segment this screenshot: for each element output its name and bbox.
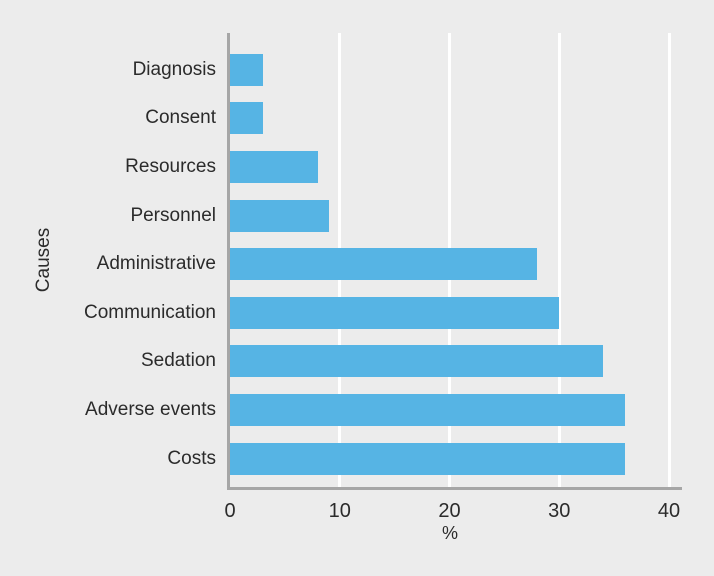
bar-resources [230,150,318,183]
bar-consent [230,102,263,135]
bar-administrative [230,248,538,281]
gridline-40 [667,33,671,487]
x-axis-title: % [441,523,458,543]
plot-area [227,33,682,490]
category-label: Personnel [130,204,216,226]
bar-sedation [230,345,604,378]
category-label: Communication [84,301,216,323]
category-label: Resources [125,155,216,177]
gridline-30 [557,33,561,487]
bar-diagnosis [230,53,263,86]
x-tick-label: 10 [328,500,351,522]
category-label: Costs [167,447,216,469]
x-tick-label: 40 [657,500,681,522]
bar-personnel [230,199,329,232]
bar-adverse-events [230,393,626,426]
category-label: Sedation [140,350,216,372]
x-tick-label: 30 [548,500,571,522]
category-label: Adverse events [85,398,216,420]
bar-communication [230,296,560,329]
x-tick-label: 20 [438,500,461,522]
category-label: Administrative [96,253,216,275]
x-tick-label: 0 [224,500,236,522]
bar-costs [230,442,626,475]
category-label: Consent [145,107,216,129]
category-label: Diagnosis [132,58,216,80]
